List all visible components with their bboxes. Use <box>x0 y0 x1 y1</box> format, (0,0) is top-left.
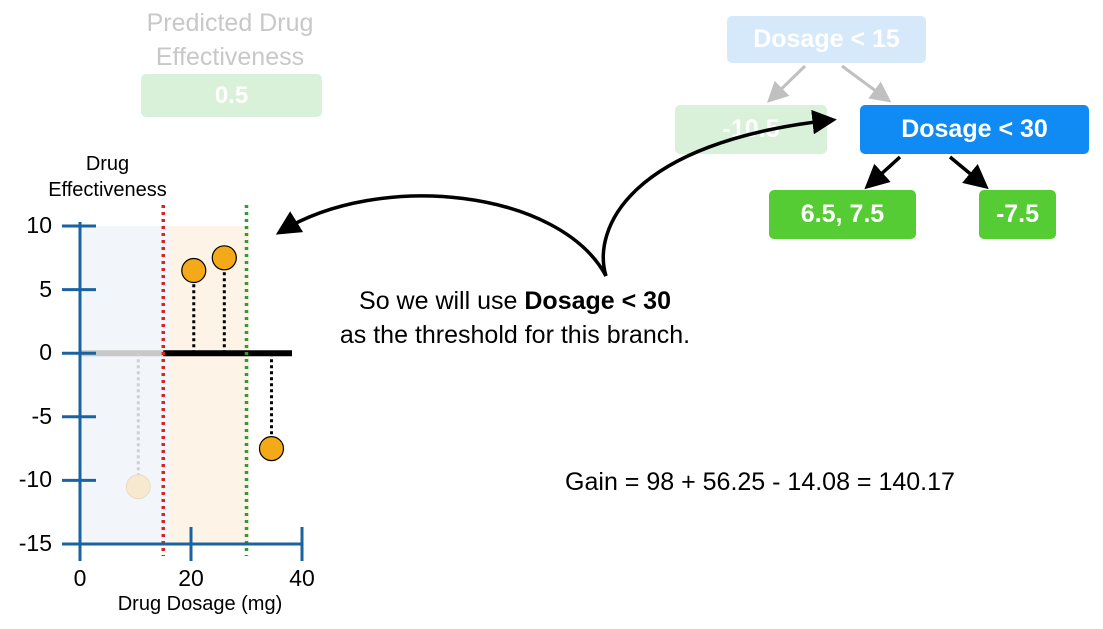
caption-bold-threshold: Dosage < 30 <box>524 287 671 315</box>
edge-root-left <box>766 64 807 103</box>
x-tick-label: 40 <box>289 565 315 591</box>
data-point <box>258 436 285 462</box>
y-tick-label: 10 <box>26 212 52 238</box>
data-point <box>125 474 151 500</box>
y-tick-label: -10 <box>18 466 52 493</box>
x-tick-label: 0 <box>73 565 87 591</box>
x-axis-label: Drug Dosage (mg) <box>117 593 283 615</box>
y-tick-label: 5 <box>39 275 52 302</box>
predicted-drug-effectiveness-title: Predicted Drug Effectiveness <box>120 6 340 74</box>
middle-region-shade <box>169 226 249 544</box>
root-node: Dosage < 15 <box>727 16 926 63</box>
scatter-chart <box>62 205 304 561</box>
y-tick-label: 0 <box>39 339 52 366</box>
gain-equation: Gain = 98 + 56.25 - 14.08 = 140.17 <box>565 468 955 496</box>
title-line-2: Effectiveness <box>155 43 305 71</box>
y-tick-label: -5 <box>31 402 52 429</box>
edge-split-leaf-a <box>864 155 902 190</box>
leaf-node-a: 6.5, 7.5 <box>769 190 916 239</box>
data-point <box>181 257 207 284</box>
curved-arrow-to-chart <box>275 194 608 277</box>
caption-text: So we will use Dosage < 30 as the thresh… <box>310 284 720 352</box>
left-region-shade <box>80 226 169 544</box>
y-axis-label-line-2: Effectiveness <box>48 179 167 201</box>
y-tick-label: -15 <box>18 530 52 556</box>
title-line-1: Predicted Drug <box>146 9 314 37</box>
x-tick-label: 20 <box>178 565 204 591</box>
edge-root-split <box>841 64 892 103</box>
y-axis-label-line-1: Drug <box>85 153 130 175</box>
caption-prefix: So we will use <box>359 287 525 315</box>
curved-arrow-to-split-node <box>601 109 837 277</box>
y-axis-label: Drug Effectiveness <box>40 151 175 203</box>
leaf-node-b: -7.5 <box>979 190 1056 239</box>
initial-prediction-box: 0.5 <box>141 74 322 117</box>
data-point <box>211 245 237 271</box>
caption-suffix: as the threshold for this branch. <box>339 321 691 349</box>
edge-split-leaf-b <box>948 155 989 190</box>
split-node: Dosage < 30 <box>860 105 1089 154</box>
